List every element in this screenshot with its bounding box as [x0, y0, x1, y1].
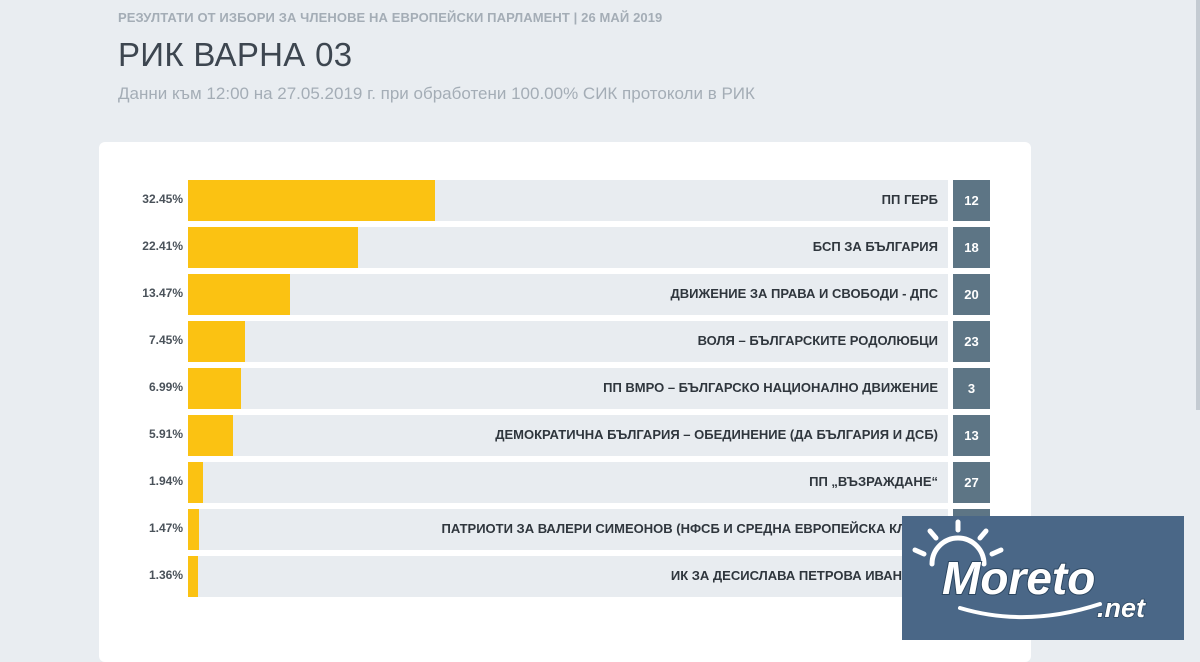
bar [188, 415, 233, 456]
ballot-number-badge: 13 [953, 415, 990, 456]
results-card: 32.45% ПП ГЕРБ 12 22.41% БСП ЗА БЪЛГАРИЯ 18 13… [99, 142, 1031, 662]
bar-track: ПП ВМРО – БЪЛГАРСКО НАЦИОНАЛНО ДВИЖЕНИЕ [188, 368, 948, 409]
result-row: 6.99% ПП ВМРО – БЪЛГАРСКО НАЦИОНАЛНО ДВИЖ… [99, 368, 1031, 409]
party-label: БСП ЗА БЪЛГАРИЯ [812, 239, 938, 254]
bar [188, 274, 291, 315]
result-row: 32.45% ПП ГЕРБ 12 [99, 180, 1031, 221]
bar [188, 368, 242, 409]
result-row: 1.47% ПАТРИОТИ ЗА ВАЛЕРИ СИМЕОНОВ (НФСБ И… [99, 509, 1031, 550]
result-row: 1.94% ПП „ВЪЗРАЖДАНЕ“ 27 [99, 462, 1031, 503]
percent-label: 1.94% [148, 474, 183, 488]
party-label: ПП „ВЪЗРАЖДАНЕ“ [809, 474, 938, 489]
ballot-number-badge: 3 [953, 368, 990, 409]
moreto-logo-image: Moreto .net [912, 519, 1147, 624]
party-label: ПАТРИОТИ ЗА ВАЛЕРИ СИМЕОНОВ (НФСБ И СРЕД… [441, 521, 939, 536]
party-label: ДВИЖЕНИЕ ЗА ПРАВА И СВОБОДИ - ДПС [670, 286, 938, 301]
bar [188, 462, 203, 503]
bar-track: ИК ЗА ДЕСИСЛАВА ПЕТРОВА ИВАНЧЕВА [188, 556, 948, 597]
bar-track: ДЕМОКРАТИЧНА БЪЛГАРИЯ – ОБЕДИНЕНИЕ (ДА Б… [188, 415, 948, 456]
result-row: 5.91% ДЕМОКРАТИЧНА БЪЛГАРИЯ – ОБЕДИНЕНИЕ … [99, 415, 1031, 456]
ballot-number-badge: 18 [953, 227, 990, 268]
ballot-number-badge: 27 [953, 462, 990, 503]
bar [188, 180, 435, 221]
percent-label: 6.99% [148, 380, 183, 394]
percent-label: 1.36% [148, 568, 183, 582]
percent-label: 7.45% [148, 333, 183, 347]
data-status-subtitle: Данни към 12:00 на 27.05.2019 г. при обр… [118, 84, 755, 103]
bar [188, 321, 245, 362]
bar [188, 509, 200, 550]
percent-label: 1.47% [148, 521, 183, 535]
bar-track: ВОЛЯ – БЪЛГАРСКИТЕ РОДОЛЮБЦИ [188, 321, 948, 362]
ballot-number-badge: 20 [953, 274, 990, 315]
percent-label: 22.41% [142, 239, 183, 253]
result-row: 22.41% БСП ЗА БЪЛГАРИЯ 18 [99, 227, 1031, 268]
election-supertitle: РЕЗУЛТАТИ ОТ ИЗБОРИ ЗА ЧЛЕНОВЕ НА ЕВРОПЕ… [118, 10, 663, 25]
percent-label: 32.45% [142, 192, 183, 206]
party-label: ДЕМОКРАТИЧНА БЪЛГАРИЯ – ОБЕДИНЕНИЕ (ДА Б… [495, 427, 938, 442]
bar-track: ПАТРИОТИ ЗА ВАЛЕРИ СИМЕОНОВ (НФСБ И СРЕД… [188, 509, 948, 550]
result-row: 1.36% ИК ЗА ДЕСИСЛАВА ПЕТРОВА ИВАНЧЕВА [99, 556, 1031, 597]
bar-track: ДВИЖЕНИЕ ЗА ПРАВА И СВОБОДИ - ДПС [188, 274, 948, 315]
ballot-number-badge: 12 [953, 180, 990, 221]
moreto-logo: Moreto .net [902, 516, 1184, 640]
scrollbar[interactable] [1196, 0, 1200, 410]
party-label: ПП ГЕРБ [881, 192, 938, 207]
page-title: РИК ВАРНА 03 [118, 36, 353, 73]
party-label: ИК ЗА ДЕСИСЛАВА ПЕТРОВА ИВАНЧЕВА [670, 568, 938, 583]
percent-label: 5.91% [148, 427, 183, 441]
result-row: 7.45% ВОЛЯ – БЪЛГАРСКИТЕ РОДОЛЮБЦИ 23 [99, 321, 1031, 362]
bar [188, 227, 359, 268]
bar-track: БСП ЗА БЪЛГАРИЯ [188, 227, 948, 268]
bar-track: ПП ГЕРБ [188, 180, 948, 221]
bar-track: ПП „ВЪЗРАЖДАНЕ“ [188, 462, 948, 503]
result-row: 13.47% ДВИЖЕНИЕ ЗА ПРАВА И СВОБОДИ - ДПС 2… [99, 274, 1031, 315]
ballot-number-badge: 23 [953, 321, 990, 362]
percent-label: 13.47% [142, 286, 183, 300]
party-label: ВОЛЯ – БЪЛГАРСКИТЕ РОДОЛЮБЦИ [697, 333, 938, 348]
party-label: ПП ВМРО – БЪЛГАРСКО НАЦИОНАЛНО ДВИЖЕНИЕ [603, 380, 938, 395]
sun-icon [912, 519, 1004, 567]
svg-text:.net: .net [1097, 593, 1146, 623]
bar [188, 556, 199, 597]
svg-text:Moreto: Moreto [942, 552, 1095, 604]
